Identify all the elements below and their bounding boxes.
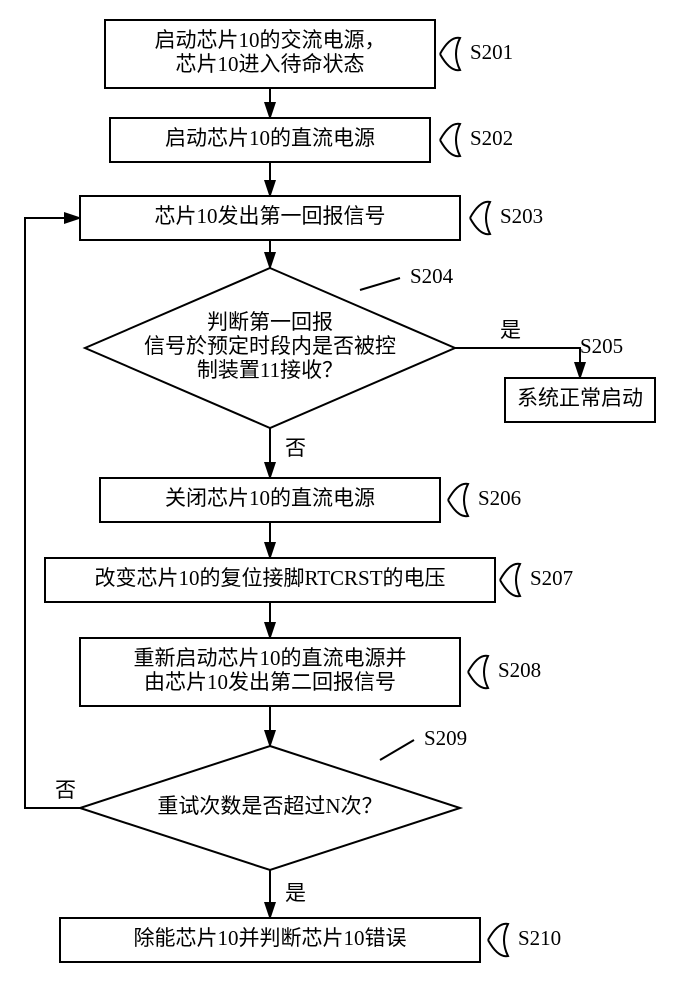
node-s208: 重新启动芯片10的直流电源并由芯片10发出第二回报信号 (80, 638, 460, 706)
flowchart-canvas: 否是是否 启动芯片10的交流电源，芯片10进入待命状态启动芯片10的直流电源芯片… (0, 0, 680, 1000)
step-label-s206: S206 (478, 486, 521, 510)
tick-t201 (440, 38, 460, 70)
node-s203-line0: 芯片10发出第一回报信号 (155, 204, 386, 228)
node-s208-line1: 由芯片10发出第二回报信号 (144, 670, 396, 694)
node-s210: 除能芯片10并判断芯片10错误 (60, 918, 480, 962)
edge-label-8: 是 (285, 881, 306, 905)
node-s202-line0: 启动芯片10的直流电源 (165, 126, 375, 150)
node-s207-line0: 改变芯片10的复位接脚RTCRST的电压 (94, 566, 445, 590)
edge-9 (25, 218, 80, 808)
step-label-s208: S208 (498, 658, 541, 682)
node-s202: 启动芯片10的直流电源 (110, 118, 430, 162)
tick-t203 (470, 202, 490, 234)
tick-t207 (500, 564, 520, 596)
node-s206-line0: 关闭芯片10的直流电源 (165, 486, 375, 510)
step-label-s201: S201 (470, 40, 513, 64)
edge-label-3: 否 (285, 436, 306, 460)
tick-t208 (468, 656, 488, 688)
step-label-s204: S204 (410, 264, 454, 288)
edge-4 (455, 348, 580, 378)
tick-t210 (488, 924, 508, 956)
tick-t202 (440, 124, 460, 156)
step-label-s203: S203 (500, 204, 543, 228)
node-s201-line1: 芯片10进入待命状态 (176, 52, 365, 76)
edge-label-9: 否 (55, 778, 76, 802)
node-s204-line1: 信号於预定时段内是否被控 (144, 334, 396, 358)
node-s209: 重试次数是否超过N次？ (80, 746, 460, 870)
node-s204-line2: 制装置11接收？ (197, 358, 343, 382)
step-label-s205: S205 (580, 334, 623, 358)
node-s207: 改变芯片10的复位接脚RTCRST的电压 (45, 558, 495, 602)
node-s201: 启动芯片10的交流电源，芯片10进入待命状态 (105, 20, 435, 88)
step-label-s210: S210 (518, 926, 561, 950)
node-s203: 芯片10发出第一回报信号 (80, 196, 460, 240)
tick-t206 (448, 484, 468, 516)
node-s201-line0: 启动芯片10的交流电源， (155, 28, 386, 52)
node-s209-line0: 重试次数是否超过N次？ (157, 794, 382, 818)
step-label-s209: S209 (424, 726, 467, 750)
node-s210-line0: 除能芯片10并判断芯片10错误 (134, 926, 407, 950)
leader-s204 (360, 278, 400, 290)
edge-label-4: 是 (500, 318, 521, 342)
node-s205: 系统正常启动 (505, 378, 655, 422)
leader-s209 (380, 740, 414, 760)
node-s204-line0: 判断第一回报 (207, 310, 333, 334)
step-label-s207: S207 (530, 566, 573, 590)
node-s204: 判断第一回报信号於预定时段内是否被控制装置11接收？ (85, 268, 455, 428)
step-label-s202: S202 (470, 126, 513, 150)
node-s208-line0: 重新启动芯片10的直流电源并 (134, 646, 407, 670)
node-s205-line0: 系统正常启动 (517, 386, 643, 410)
node-s206: 关闭芯片10的直流电源 (100, 478, 440, 522)
